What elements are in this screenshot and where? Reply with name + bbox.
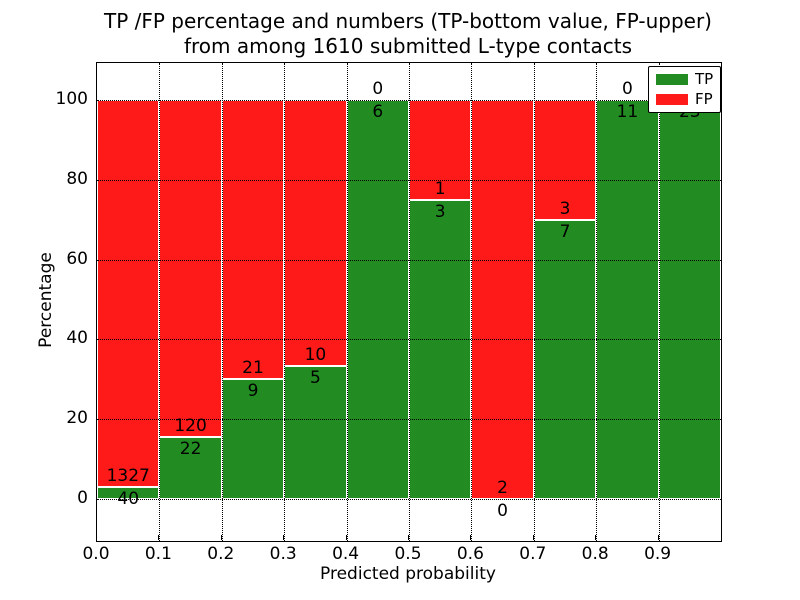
fp-count-label: 10 — [304, 345, 327, 365]
tp-count-label: 9 — [247, 381, 259, 402]
tp-count-label: 40 — [117, 489, 140, 510]
x-tick-label: 0.0 — [82, 544, 110, 564]
x-tick-mark — [532, 535, 534, 540]
x-tick-label: 0.3 — [269, 544, 297, 564]
vertical-gridline — [409, 63, 410, 541]
vertical-gridline — [346, 63, 348, 541]
y-tick-label: 40 — [66, 328, 88, 349]
legend-entry: TP — [656, 72, 713, 87]
tp-count-label: 22 — [179, 439, 202, 460]
fp-count-label: 1327 — [106, 466, 150, 487]
fp-count-label: 0 — [621, 79, 633, 99]
bar-segment-fp — [159, 100, 222, 438]
bar-segment-tp — [159, 437, 222, 499]
legend: TP FP — [648, 66, 722, 113]
tp-count-label: 7 — [559, 221, 571, 242]
legend-label: FP — [695, 90, 713, 108]
tp-count-label: 11 — [616, 102, 639, 122]
vertical-gridline — [284, 63, 286, 541]
fp-count-label: 1 — [434, 178, 446, 199]
chart-title-line2: from among 1610 submitted L-type contact… — [183, 34, 633, 58]
x-tick-mark — [96, 535, 97, 540]
fp-count-label: 21 — [242, 358, 264, 379]
x-tick-mark — [220, 535, 222, 540]
bar-segment-tp — [658, 100, 721, 499]
legend-swatch-fp-icon — [656, 94, 688, 105]
legend-swatch-tp-icon — [656, 74, 688, 85]
chart-title-line1: TP /FP percentage and numbers (TP-bottom… — [104, 9, 712, 33]
legend-entry: FP — [656, 92, 713, 107]
x-tick-label: 0.6 — [456, 544, 484, 564]
bar-segment-fp — [471, 100, 534, 499]
bar-segment-fp — [409, 100, 472, 200]
x-tick-mark — [470, 535, 472, 540]
vertical-gridline — [658, 63, 660, 541]
y-tick-label: 20 — [66, 408, 88, 429]
bar-segment-tp — [346, 100, 409, 499]
bar-segment-tp — [97, 487, 160, 499]
legend-label: TP — [695, 70, 714, 88]
fp-count-label: 120 — [174, 416, 207, 437]
bar-segment-tp — [284, 366, 347, 499]
tp-count-label: 3 — [434, 201, 446, 222]
x-tick-label: 0.8 — [581, 544, 609, 564]
bar-segment-fp — [97, 100, 160, 488]
chart-title: TP /FP percentage and numbers (TP-bottom… — [96, 9, 720, 59]
tp-count-label: 0 — [497, 501, 508, 521]
x-tick-mark — [283, 535, 285, 540]
fp-count-label: 2 — [497, 478, 508, 498]
bar-segment-fp — [221, 100, 285, 380]
x-tick-label: 0.5 — [394, 544, 422, 564]
x-tick-mark — [158, 535, 160, 540]
x-tick-mark — [595, 535, 597, 540]
y-tick-label: 80 — [66, 168, 88, 189]
x-tick-label: 0.4 — [332, 544, 360, 564]
x-axis-label: Predicted probability — [320, 564, 496, 584]
x-tick-mark — [345, 535, 347, 540]
tp-count-label: 6 — [372, 102, 384, 122]
vertical-gridline — [159, 63, 161, 541]
fp-count-label: 0 — [372, 79, 384, 99]
vertical-gridline — [533, 63, 535, 541]
vertical-gridline — [221, 63, 223, 541]
x-tick-label: 0.2 — [207, 544, 235, 564]
x-tick-label: 0.1 — [144, 544, 172, 564]
fp-count-label: 3 — [559, 198, 571, 219]
x-tick-mark — [408, 535, 409, 540]
x-tick-mark — [657, 535, 659, 540]
tp-count-label: 5 — [309, 368, 321, 388]
x-tick-label: 0.9 — [644, 544, 672, 564]
vertical-gridline — [596, 63, 598, 541]
y-tick-label: 100 — [55, 89, 88, 109]
y-tick-label: 0 — [77, 488, 88, 508]
x-tick-label: 0.7 — [519, 544, 547, 564]
bar-segment-tp — [533, 219, 597, 499]
vertical-gridline — [471, 63, 473, 541]
bar-segment-tp — [596, 100, 659, 499]
bar-segment-tp — [409, 199, 472, 499]
y-tick-label: 60 — [66, 248, 88, 269]
bar-segment-fp — [284, 100, 347, 366]
